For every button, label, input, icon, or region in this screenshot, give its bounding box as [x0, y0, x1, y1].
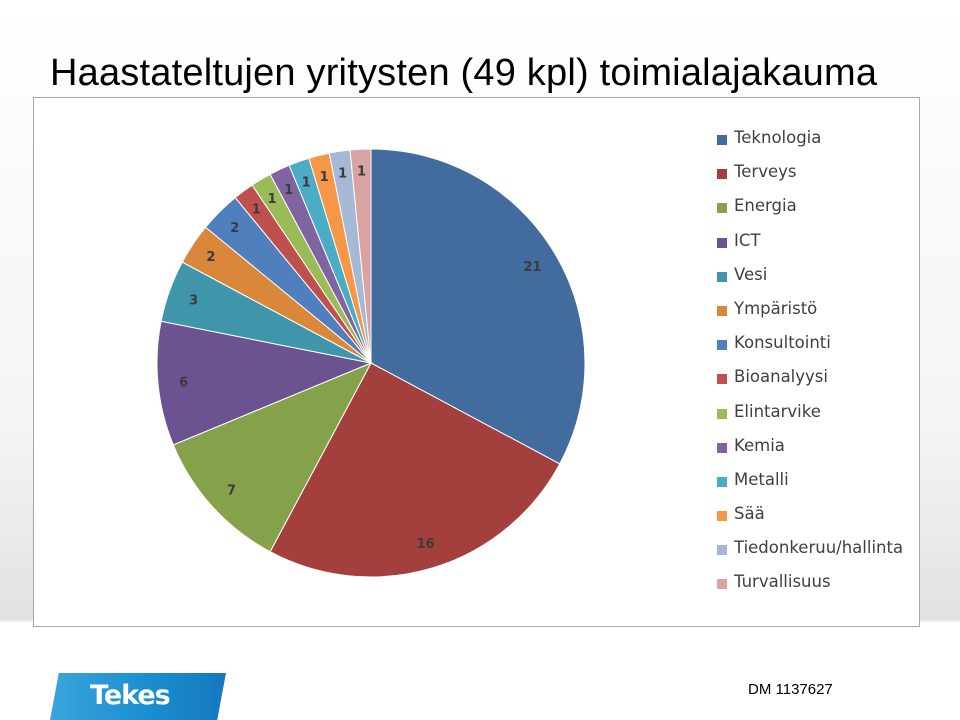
- legend-label: Turvallisuus: [734, 572, 831, 592]
- data-label-ict: 6: [179, 376, 188, 391]
- legend-swatch: [717, 579, 727, 590]
- data-label-turvallisuus: 1: [357, 165, 366, 180]
- document-id: DM 1137627: [748, 681, 833, 698]
- legend-label: Kemia: [734, 435, 785, 455]
- legend-label: Bioanalyysi: [734, 367, 828, 387]
- data-label-konsultointi: 2: [230, 221, 239, 236]
- legend-swatch: [717, 340, 727, 351]
- data-label-teknologia: 21: [523, 260, 541, 275]
- data-label-elintarvike: 1: [267, 192, 276, 207]
- legend-label: Konsultointi: [734, 333, 831, 353]
- legend-label: Ympäristö: [734, 298, 818, 318]
- legend-swatch: [717, 374, 727, 385]
- pie-slice-teknologia: [370, 148, 586, 465]
- data-label-metalli: 1: [302, 176, 311, 191]
- legend-label: Sää: [734, 504, 765, 524]
- legend-swatch: [717, 408, 727, 419]
- legend-swatch: [717, 476, 727, 487]
- legend-label: Vesi: [734, 264, 768, 284]
- data-label-vesi: 3: [189, 294, 198, 309]
- legend-swatch: [717, 442, 727, 453]
- data-label-tiedonkeruu-hallinta: 1: [338, 167, 347, 182]
- data-label-saa: 1: [320, 170, 329, 185]
- pie-slice-energia: [172, 362, 373, 553]
- legend-label: Elintarvike: [734, 401, 821, 421]
- pie-slice-turvallisuus: [349, 148, 372, 364]
- legend-swatch: [717, 305, 727, 316]
- legend-swatch: [717, 237, 727, 248]
- legend-label: Teknologia: [734, 128, 822, 147]
- data-label-terveys: 16: [417, 537, 435, 552]
- data-label-ymparisto: 2: [206, 250, 215, 265]
- logo-text: Tekes: [90, 680, 171, 711]
- legend-swatch: [717, 135, 727, 145]
- chart-frame: 21 16 7 6 3 2 2 1 1 1 1 1 1 1 Teknologia Terveys Energi…: [33, 97, 920, 627]
- legend-swatch: [717, 271, 727, 282]
- legend-swatch: [717, 545, 727, 556]
- data-label-kemia: 1: [284, 183, 293, 198]
- legend-label: Tiedonkeruu/hallinta: [734, 538, 904, 558]
- legend-label: Metalli: [734, 469, 789, 489]
- legend-label: ICT: [734, 230, 761, 250]
- legend-label: Terveys: [734, 162, 797, 182]
- data-label-bioanalyysi: 1: [252, 202, 261, 217]
- tekes-logo: Tekes: [50, 673, 226, 720]
- slide-title: Haastateltujen yritysten (49 kpl) toimia…: [50, 52, 878, 94]
- legend-label: Energia: [734, 196, 797, 216]
- legend-swatch: [717, 511, 727, 522]
- legend-swatch: [717, 203, 727, 214]
- pie-slice-ict: [156, 320, 373, 446]
- data-label-energia: 7: [227, 484, 236, 499]
- legend-swatch: [717, 169, 727, 180]
